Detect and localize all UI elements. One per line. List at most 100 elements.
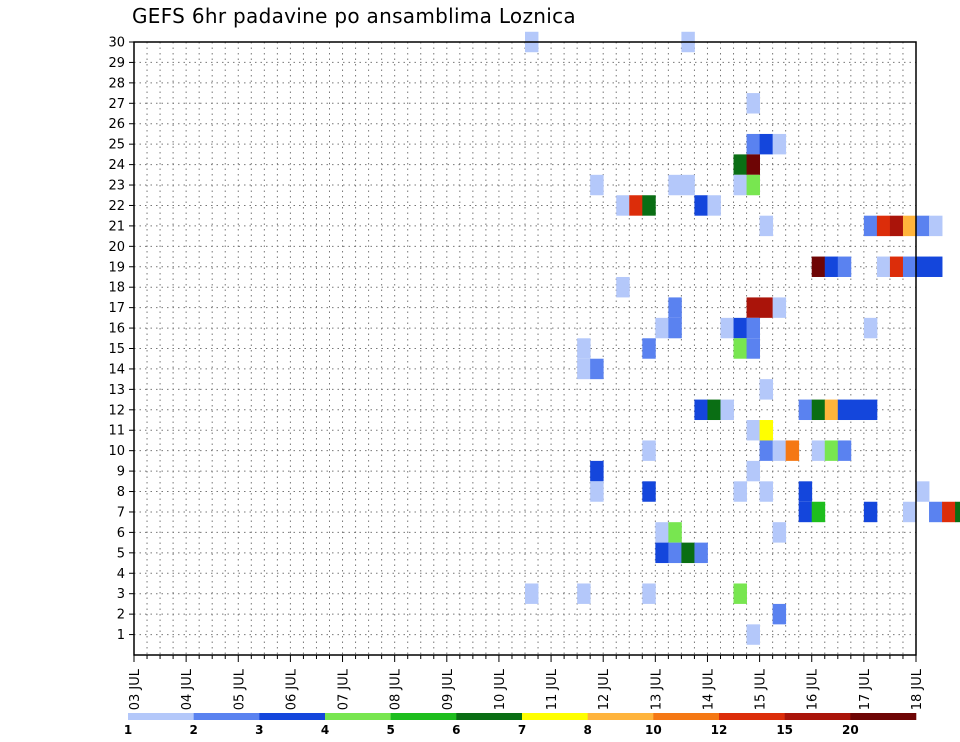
- y-tick-label: 1: [117, 628, 125, 643]
- heatmap-cell: [746, 460, 760, 482]
- y-tick-label: 13: [108, 383, 125, 398]
- heatmap-cell: [811, 501, 826, 523]
- heatmap-cell: [876, 215, 891, 237]
- y-tick-label: 22: [108, 199, 125, 214]
- heatmap-cell: [577, 338, 591, 359]
- x-tick-label: 03 JUL: [128, 668, 143, 710]
- heatmap-cell: [798, 481, 813, 502]
- heatmap-cell: [942, 501, 956, 523]
- heatmap-cell: [916, 481, 930, 502]
- heatmap-cell: [759, 297, 774, 318]
- heatmap-cell: [785, 440, 800, 461]
- heatmap-cell: [916, 256, 930, 277]
- heatmap-cell: [668, 317, 682, 339]
- legend-swatch: [128, 713, 194, 720]
- legend-swatch: [325, 713, 391, 720]
- heatmap-cell: [889, 256, 904, 277]
- y-tick-label: 24: [108, 158, 125, 173]
- y-tick-label: 20: [108, 240, 125, 255]
- legend-swatch: [259, 713, 326, 720]
- x-tick-label: 13 JUL: [649, 668, 664, 710]
- heatmap-cell: [746, 338, 760, 359]
- x-tick-label: 09 JUL: [441, 668, 456, 710]
- heatmap-cell: [837, 256, 852, 277]
- color-legend: 1 2 3 4 5 6 7 8 10 12 15 20: [124, 713, 917, 737]
- heatmap-cell: [824, 399, 839, 421]
- y-tick-label: 17: [108, 301, 125, 316]
- y-tick-label: 10: [108, 444, 125, 459]
- heatmap-cell: [863, 317, 878, 339]
- heatmap-cell: [798, 501, 813, 523]
- y-tick-label: 30: [108, 36, 125, 51]
- legend-label: 8: [583, 723, 591, 737]
- heatmap-cell: [642, 195, 656, 216]
- y-tick-label: 12: [108, 403, 125, 418]
- heatmap-cell: [642, 583, 656, 604]
- x-tick-label: 10 JUL: [493, 668, 508, 710]
- heatmap-cell: [590, 481, 604, 502]
- heatmap-cell: [694, 542, 708, 564]
- heatmap-cell: [746, 317, 760, 339]
- heatmap-cell: [746, 174, 760, 196]
- heatmap-cell: [746, 93, 760, 114]
- y-tick-label: 29: [108, 56, 125, 71]
- x-tick-label: 15 JUL: [754, 668, 769, 710]
- heatmap-cell: [955, 501, 960, 523]
- legend-label: 20: [842, 723, 859, 737]
- heatmap-cell: [772, 440, 787, 461]
- y-tick-label: 27: [108, 97, 125, 112]
- heatmap-cell: [746, 297, 760, 318]
- heatmap-cell: [772, 133, 787, 155]
- y-tick-label: 7: [117, 505, 125, 520]
- x-tick-label: 05 JUL: [232, 668, 247, 710]
- heatmap-cell: [642, 338, 656, 359]
- heatmap-cell: [733, 154, 747, 175]
- y-tick-label: 5: [117, 546, 125, 561]
- y-tick-label: 21: [108, 219, 125, 234]
- heatmap-cell: [902, 256, 917, 277]
- heatmap-cell: [811, 256, 826, 277]
- heatmap-cell: [902, 215, 917, 237]
- heatmap-cell: [733, 174, 747, 196]
- heatmap-cell: [642, 440, 656, 461]
- heatmap-cell: [733, 317, 747, 339]
- heatmap-cell: [929, 215, 943, 237]
- y-tick-label: 18: [108, 281, 125, 296]
- legend-label: 5: [386, 723, 394, 737]
- heatmap-cell: [616, 195, 630, 216]
- heatmap-cell: [811, 440, 826, 461]
- heatmap-cell: [655, 522, 669, 543]
- heatmap-cell: [759, 481, 774, 502]
- heatmap-cell: [655, 542, 669, 564]
- y-tick-label: 9: [117, 465, 125, 480]
- legend-label: 6: [452, 723, 460, 737]
- heatmap-cell: [759, 379, 774, 400]
- chart-title: GEFS 6hr padavine po ansamblima Loznica: [132, 4, 576, 28]
- legend-swatch: [193, 713, 260, 720]
- heatmap-cell: [577, 358, 591, 380]
- y-tick-label: 23: [108, 179, 125, 194]
- heatmap-cell: [733, 338, 747, 359]
- heatmap-cells: [525, 31, 960, 645]
- heatmap-cell: [577, 583, 591, 604]
- heatmap-cell: [837, 399, 852, 421]
- y-tick-label: 25: [108, 138, 125, 153]
- heatmap-cell: [759, 420, 774, 441]
- heatmap-cell: [759, 133, 774, 155]
- heatmap-cell: [668, 174, 682, 196]
- heatmap-cell: [746, 133, 760, 155]
- legend-swatch: [719, 713, 785, 720]
- legend-swatch: [587, 713, 654, 720]
- heatmap-cell: [720, 399, 734, 421]
- x-tick-label: 12 JUL: [597, 668, 612, 710]
- legend-label: 7: [518, 723, 526, 737]
- x-tick-label: 18 JUL: [910, 668, 925, 710]
- legend-label: 15: [776, 723, 793, 737]
- heatmap-cell: [863, 501, 878, 523]
- y-tick-label: 15: [108, 342, 125, 357]
- x-tick-label: 08 JUL: [389, 668, 404, 710]
- heatmap-cell: [590, 460, 604, 482]
- heatmap-cell: [902, 501, 917, 523]
- x-axis: 03 JUL 04 JUL 05 JUL 06 JUL 07 JUL 08 JUL 09 J…: [128, 655, 925, 710]
